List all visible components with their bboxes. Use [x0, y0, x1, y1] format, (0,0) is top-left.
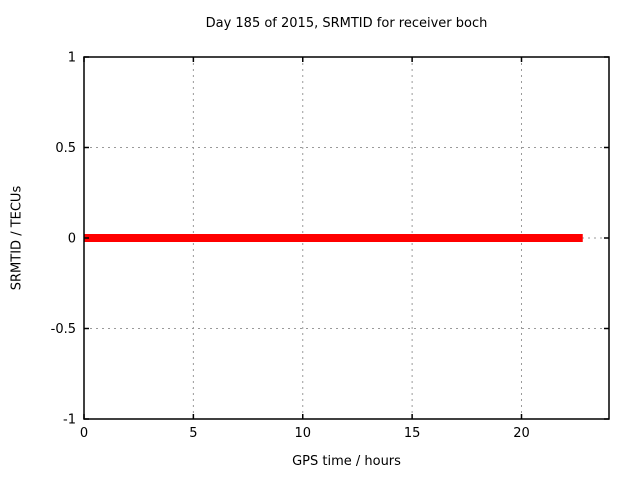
chart-title: Day 185 of 2015, SRMTID for receiver boc…: [205, 16, 488, 31]
y-tick-label: 1: [68, 51, 76, 66]
y-tick-label: -1: [63, 413, 76, 428]
plot-border: [83, 56, 610, 420]
y-tick-label: -0.5: [51, 322, 76, 337]
x-axis-label: GPS time / hours: [292, 454, 401, 469]
x-tick-label: 10: [294, 426, 311, 441]
x-tick-label: 15: [404, 426, 421, 441]
x-tick-label: 20: [513, 426, 530, 441]
x-tick-label: 5: [189, 426, 197, 441]
y-tick-label: 0: [68, 232, 76, 247]
y-tick-label: 0.5: [55, 141, 76, 156]
x-tick-label: 0: [80, 426, 88, 441]
